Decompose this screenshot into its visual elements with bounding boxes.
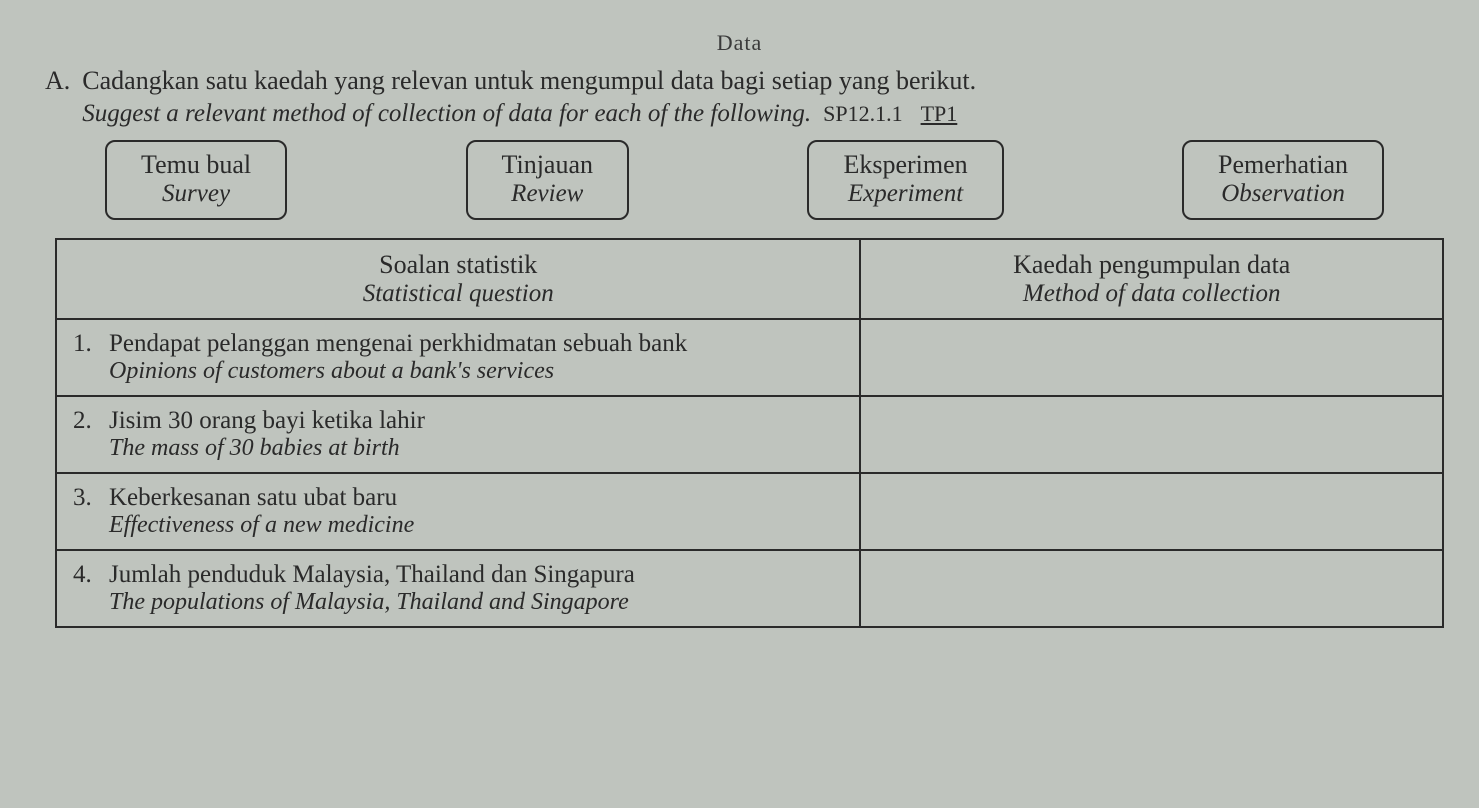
table-row: 2. Jisim 30 orang bayi ketika lahir The … — [56, 396, 1443, 473]
cell-answer[interactable] — [860, 396, 1443, 473]
partial-header: Data — [45, 30, 1434, 56]
options-row: Temu bual Survey Tinjauan Review Eksperi… — [105, 140, 1384, 220]
row-malay: Pendapat pelanggan mengenai perkhidmatan… — [109, 330, 843, 358]
option-english: Observation — [1218, 180, 1348, 208]
option-malay: Tinjauan — [502, 150, 594, 180]
cell-answer[interactable] — [860, 550, 1443, 627]
table-row: 4. Jumlah penduduk Malaysia, Thailand da… — [56, 550, 1443, 627]
option-malay: Temu bual — [141, 150, 251, 180]
row-english: Opinions of customers about a bank's ser… — [109, 358, 843, 385]
cell-question: 4. Jumlah penduduk Malaysia, Thailand da… — [56, 550, 860, 627]
row-malay: Jisim 30 orang bayi ketika lahir — [109, 407, 843, 435]
option-malay: Eksperimen — [843, 150, 967, 180]
option-english: Review — [502, 180, 594, 208]
statistics-table: Soalan statistik Statistical question Ka… — [55, 238, 1444, 628]
cell-answer[interactable] — [860, 473, 1443, 550]
question-marker: A. — [45, 66, 70, 96]
code-tp: TP1 — [921, 101, 958, 126]
question-text: Cadangkan satu kaedah yang relevan untuk… — [82, 64, 1434, 130]
option-survey: Temu bual Survey — [105, 140, 287, 220]
row-english: The mass of 30 babies at birth — [109, 435, 843, 462]
row-number: 1. — [73, 330, 109, 385]
cell-question: 3. Keberkesanan satu ubat baru Effective… — [56, 473, 860, 550]
option-review: Tinjauan Review — [466, 140, 630, 220]
row-malay: Jumlah penduduk Malaysia, Thailand dan S… — [109, 561, 843, 589]
table-header-method: Kaedah pengumpulan data Method of data c… — [860, 239, 1443, 319]
row-malay: Keberkesanan satu ubat baru — [109, 484, 843, 512]
row-number: 3. — [73, 484, 109, 539]
cell-answer[interactable] — [860, 319, 1443, 396]
header-malay: Kaedah pengumpulan data — [877, 250, 1426, 280]
table-row: 1. Pendapat pelanggan mengenai perkhidma… — [56, 319, 1443, 396]
table-row: 3. Keberkesanan satu ubat baru Effective… — [56, 473, 1443, 550]
header-malay: Soalan statistik — [73, 250, 843, 280]
header-english: Statistical question — [73, 280, 843, 308]
row-number: 4. — [73, 561, 109, 616]
option-experiment: Eksperimen Experiment — [807, 140, 1003, 220]
row-english: The populations of Malaysia, Thailand an… — [109, 589, 843, 616]
option-english: Survey — [141, 180, 251, 208]
table-header-question: Soalan statistik Statistical question — [56, 239, 860, 319]
option-english: Experiment — [843, 180, 967, 208]
question-malay: Cadangkan satu kaedah yang relevan untuk… — [82, 64, 1434, 98]
option-malay: Pemerhatian — [1218, 150, 1348, 180]
code-sp: SP12.1.1 — [823, 101, 902, 126]
row-number: 2. — [73, 407, 109, 462]
question-block: A. Cadangkan satu kaedah yang relevan un… — [45, 64, 1434, 130]
cell-question: 1. Pendapat pelanggan mengenai perkhidma… — [56, 319, 860, 396]
row-english: Effectiveness of a new medicine — [109, 512, 843, 539]
header-english: Method of data collection — [877, 280, 1426, 308]
question-english: Suggest a relevant method of collection … — [82, 100, 811, 127]
option-observation: Pemerhatian Observation — [1182, 140, 1384, 220]
cell-question: 2. Jisim 30 orang bayi ketika lahir The … — [56, 396, 860, 473]
